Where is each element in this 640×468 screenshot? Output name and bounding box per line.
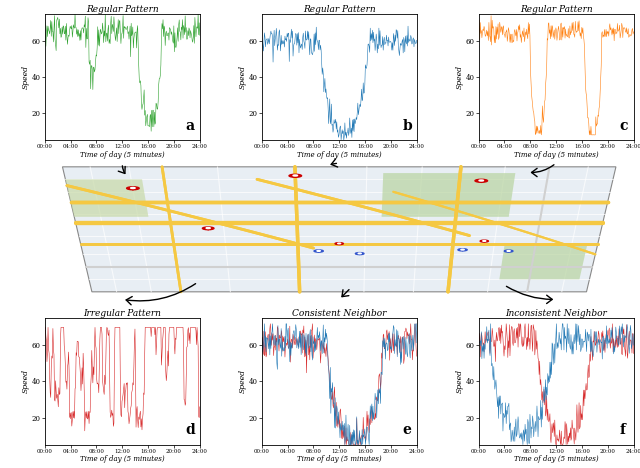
Title: Inconsistent Neighbor: Inconsistent Neighbor bbox=[505, 309, 607, 318]
X-axis label: Time of day (5 minutes): Time of day (5 minutes) bbox=[80, 151, 164, 159]
Polygon shape bbox=[356, 254, 363, 255]
Y-axis label: Speed: Speed bbox=[22, 65, 30, 89]
X-axis label: Time of day (5 minutes): Time of day (5 minutes) bbox=[297, 455, 381, 463]
Circle shape bbox=[131, 188, 135, 189]
Text: e: e bbox=[403, 423, 412, 437]
Polygon shape bbox=[336, 244, 342, 245]
Circle shape bbox=[317, 250, 320, 251]
Polygon shape bbox=[204, 228, 212, 231]
Title: Irregular Pattern: Irregular Pattern bbox=[83, 309, 161, 318]
Text: c: c bbox=[620, 119, 628, 133]
Circle shape bbox=[293, 175, 298, 176]
Title: Regular Pattern: Regular Pattern bbox=[520, 5, 593, 14]
Text: a: a bbox=[186, 119, 195, 133]
Y-axis label: Speed: Speed bbox=[22, 369, 30, 394]
Text: f: f bbox=[620, 423, 626, 437]
X-axis label: Time of day (5 minutes): Time of day (5 minutes) bbox=[80, 455, 164, 463]
Polygon shape bbox=[476, 181, 486, 183]
Circle shape bbox=[206, 227, 211, 228]
Circle shape bbox=[504, 250, 513, 252]
Circle shape bbox=[127, 187, 139, 190]
Text: d: d bbox=[186, 423, 196, 437]
Polygon shape bbox=[481, 241, 488, 243]
Circle shape bbox=[202, 227, 214, 230]
Y-axis label: Speed: Speed bbox=[239, 369, 247, 394]
Polygon shape bbox=[128, 188, 138, 190]
Polygon shape bbox=[315, 251, 323, 253]
Polygon shape bbox=[505, 251, 512, 253]
Circle shape bbox=[289, 174, 301, 177]
Y-axis label: Speed: Speed bbox=[456, 65, 464, 89]
Circle shape bbox=[475, 179, 488, 182]
Title: Regular Pattern: Regular Pattern bbox=[303, 5, 376, 14]
Title: Regular Pattern: Regular Pattern bbox=[86, 5, 159, 14]
Polygon shape bbox=[381, 173, 515, 217]
Circle shape bbox=[458, 249, 467, 251]
Circle shape bbox=[480, 240, 488, 242]
Y-axis label: Speed: Speed bbox=[456, 369, 464, 394]
Text: b: b bbox=[403, 119, 412, 133]
X-axis label: Time of day (5 minutes): Time of day (5 minutes) bbox=[514, 151, 598, 159]
Polygon shape bbox=[499, 244, 588, 279]
Circle shape bbox=[461, 249, 464, 250]
Circle shape bbox=[358, 253, 361, 254]
Polygon shape bbox=[63, 167, 616, 292]
Polygon shape bbox=[65, 179, 148, 217]
Title: Consistent Neighbor: Consistent Neighbor bbox=[292, 309, 387, 318]
Circle shape bbox=[479, 180, 483, 181]
Circle shape bbox=[335, 242, 343, 245]
Circle shape bbox=[507, 250, 510, 251]
X-axis label: Time of day (5 minutes): Time of day (5 minutes) bbox=[514, 455, 598, 463]
Circle shape bbox=[314, 250, 323, 252]
Polygon shape bbox=[291, 176, 300, 178]
Polygon shape bbox=[459, 250, 466, 251]
Y-axis label: Speed: Speed bbox=[239, 65, 247, 89]
Circle shape bbox=[338, 243, 340, 244]
X-axis label: Time of day (5 minutes): Time of day (5 minutes) bbox=[297, 151, 381, 159]
Circle shape bbox=[355, 253, 364, 255]
